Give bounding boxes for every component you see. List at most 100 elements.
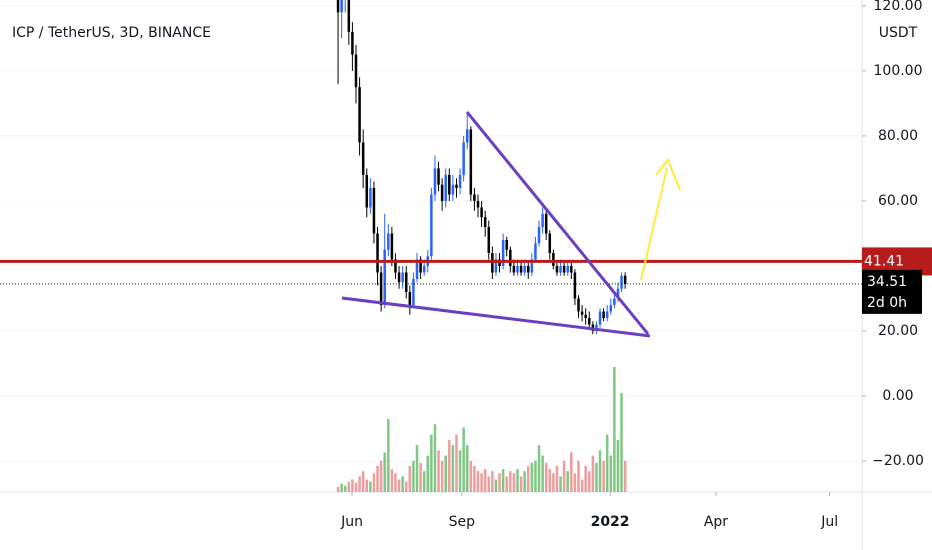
candle-body bbox=[347, 0, 351, 32]
candle-body bbox=[412, 279, 415, 306]
volume-bar bbox=[354, 482, 358, 492]
volume-bar bbox=[469, 460, 473, 492]
candle-body bbox=[351, 31, 354, 55]
candle-body bbox=[509, 249, 512, 266]
candle-body bbox=[397, 272, 401, 283]
candle-body bbox=[476, 200, 480, 208]
volume-bar bbox=[505, 476, 508, 492]
volume-bar bbox=[577, 460, 580, 492]
volume-bar bbox=[480, 473, 483, 492]
volume-bar bbox=[566, 471, 569, 492]
countdown-label: 2d 0h bbox=[867, 295, 907, 311]
candle-body bbox=[483, 217, 487, 227]
candle-body bbox=[422, 265, 426, 273]
volume-bar bbox=[584, 465, 587, 492]
arrow-shaft bbox=[640, 167, 668, 281]
volume-bar bbox=[548, 469, 552, 492]
candle-body bbox=[559, 265, 562, 273]
candle-body bbox=[354, 54, 358, 88]
candle-body bbox=[469, 129, 473, 195]
x-tick-label: 2022 bbox=[591, 514, 630, 530]
volume-bar bbox=[616, 439, 620, 492]
x-tick-label: Jul bbox=[820, 514, 838, 530]
volume-bar bbox=[605, 434, 609, 492]
candle-body bbox=[433, 168, 437, 195]
chart-title: ICP / TetherUS, 3D, BINANCE bbox=[12, 25, 211, 41]
candle-body bbox=[526, 265, 530, 273]
volume-bar bbox=[412, 460, 415, 492]
volume-bar bbox=[369, 481, 372, 492]
y-tick-label: 20.00 bbox=[878, 323, 918, 339]
candle-body bbox=[595, 324, 598, 332]
volume-bar bbox=[544, 462, 548, 492]
volume-bar bbox=[609, 455, 613, 492]
volume-bar bbox=[437, 450, 440, 492]
candle-body bbox=[369, 187, 372, 208]
arrow-head bbox=[655, 158, 681, 191]
candle-body bbox=[361, 142, 365, 175]
volume-bar bbox=[588, 471, 591, 492]
volume-bar bbox=[433, 424, 437, 492]
y-tick-label: 120.00 bbox=[874, 0, 923, 14]
candle-body bbox=[358, 87, 361, 143]
volume-bar bbox=[455, 434, 458, 492]
candle-body bbox=[602, 311, 605, 319]
candle-body bbox=[620, 275, 623, 289]
volume-bar bbox=[487, 476, 491, 492]
volume-bar bbox=[512, 473, 516, 492]
candle-body bbox=[544, 213, 548, 234]
candle-body bbox=[448, 174, 451, 195]
candle-body bbox=[404, 272, 408, 293]
candle-body bbox=[462, 142, 465, 175]
candle-body bbox=[390, 233, 394, 260]
last-price-box bbox=[862, 269, 922, 314]
candle-body bbox=[584, 314, 587, 319]
candle-body bbox=[505, 239, 508, 250]
candle-body bbox=[588, 318, 591, 325]
candle-body bbox=[516, 265, 519, 273]
volume-bar bbox=[448, 439, 451, 492]
volume-bar bbox=[394, 473, 397, 492]
candle-body bbox=[501, 239, 505, 266]
candle-body bbox=[609, 305, 613, 312]
candle-body bbox=[455, 184, 458, 188]
volume-bar bbox=[519, 476, 523, 492]
candle-body bbox=[580, 311, 584, 315]
volume-bar bbox=[595, 462, 598, 492]
candle-body bbox=[379, 272, 383, 306]
candle-body bbox=[408, 292, 412, 306]
volume-bar bbox=[555, 465, 559, 492]
volume-bar bbox=[336, 486, 340, 492]
volume-bar bbox=[541, 455, 544, 492]
volume-bar bbox=[598, 450, 602, 492]
candle-body bbox=[523, 265, 526, 273]
y-tick-label: 100.00 bbox=[874, 63, 923, 79]
candle-body bbox=[605, 311, 609, 319]
volume-bar bbox=[613, 367, 616, 492]
candle-body bbox=[548, 233, 552, 253]
candle-body bbox=[613, 298, 616, 306]
volume-bar bbox=[458, 450, 462, 492]
volume-bar bbox=[483, 469, 487, 492]
volume-bar bbox=[530, 462, 534, 492]
volume-bar bbox=[465, 445, 469, 492]
volume-bar bbox=[498, 473, 501, 492]
candle-body bbox=[530, 259, 534, 273]
candle-body bbox=[562, 265, 566, 273]
candle-body bbox=[573, 272, 577, 299]
x-tick-label: Sep bbox=[449, 514, 476, 530]
last-price-label: 34.51 bbox=[867, 274, 907, 290]
volume-bar bbox=[570, 452, 573, 492]
volume-bar bbox=[552, 473, 555, 492]
candle-body bbox=[419, 259, 422, 273]
candle-body bbox=[387, 233, 390, 250]
candle-body bbox=[616, 288, 620, 299]
y-tick-label: −20.00 bbox=[872, 453, 924, 469]
candle-body bbox=[458, 174, 462, 188]
candle-body bbox=[336, 0, 340, 13]
volume-bar bbox=[562, 460, 566, 492]
volume-bar bbox=[476, 471, 480, 492]
volume-bar bbox=[343, 485, 347, 492]
